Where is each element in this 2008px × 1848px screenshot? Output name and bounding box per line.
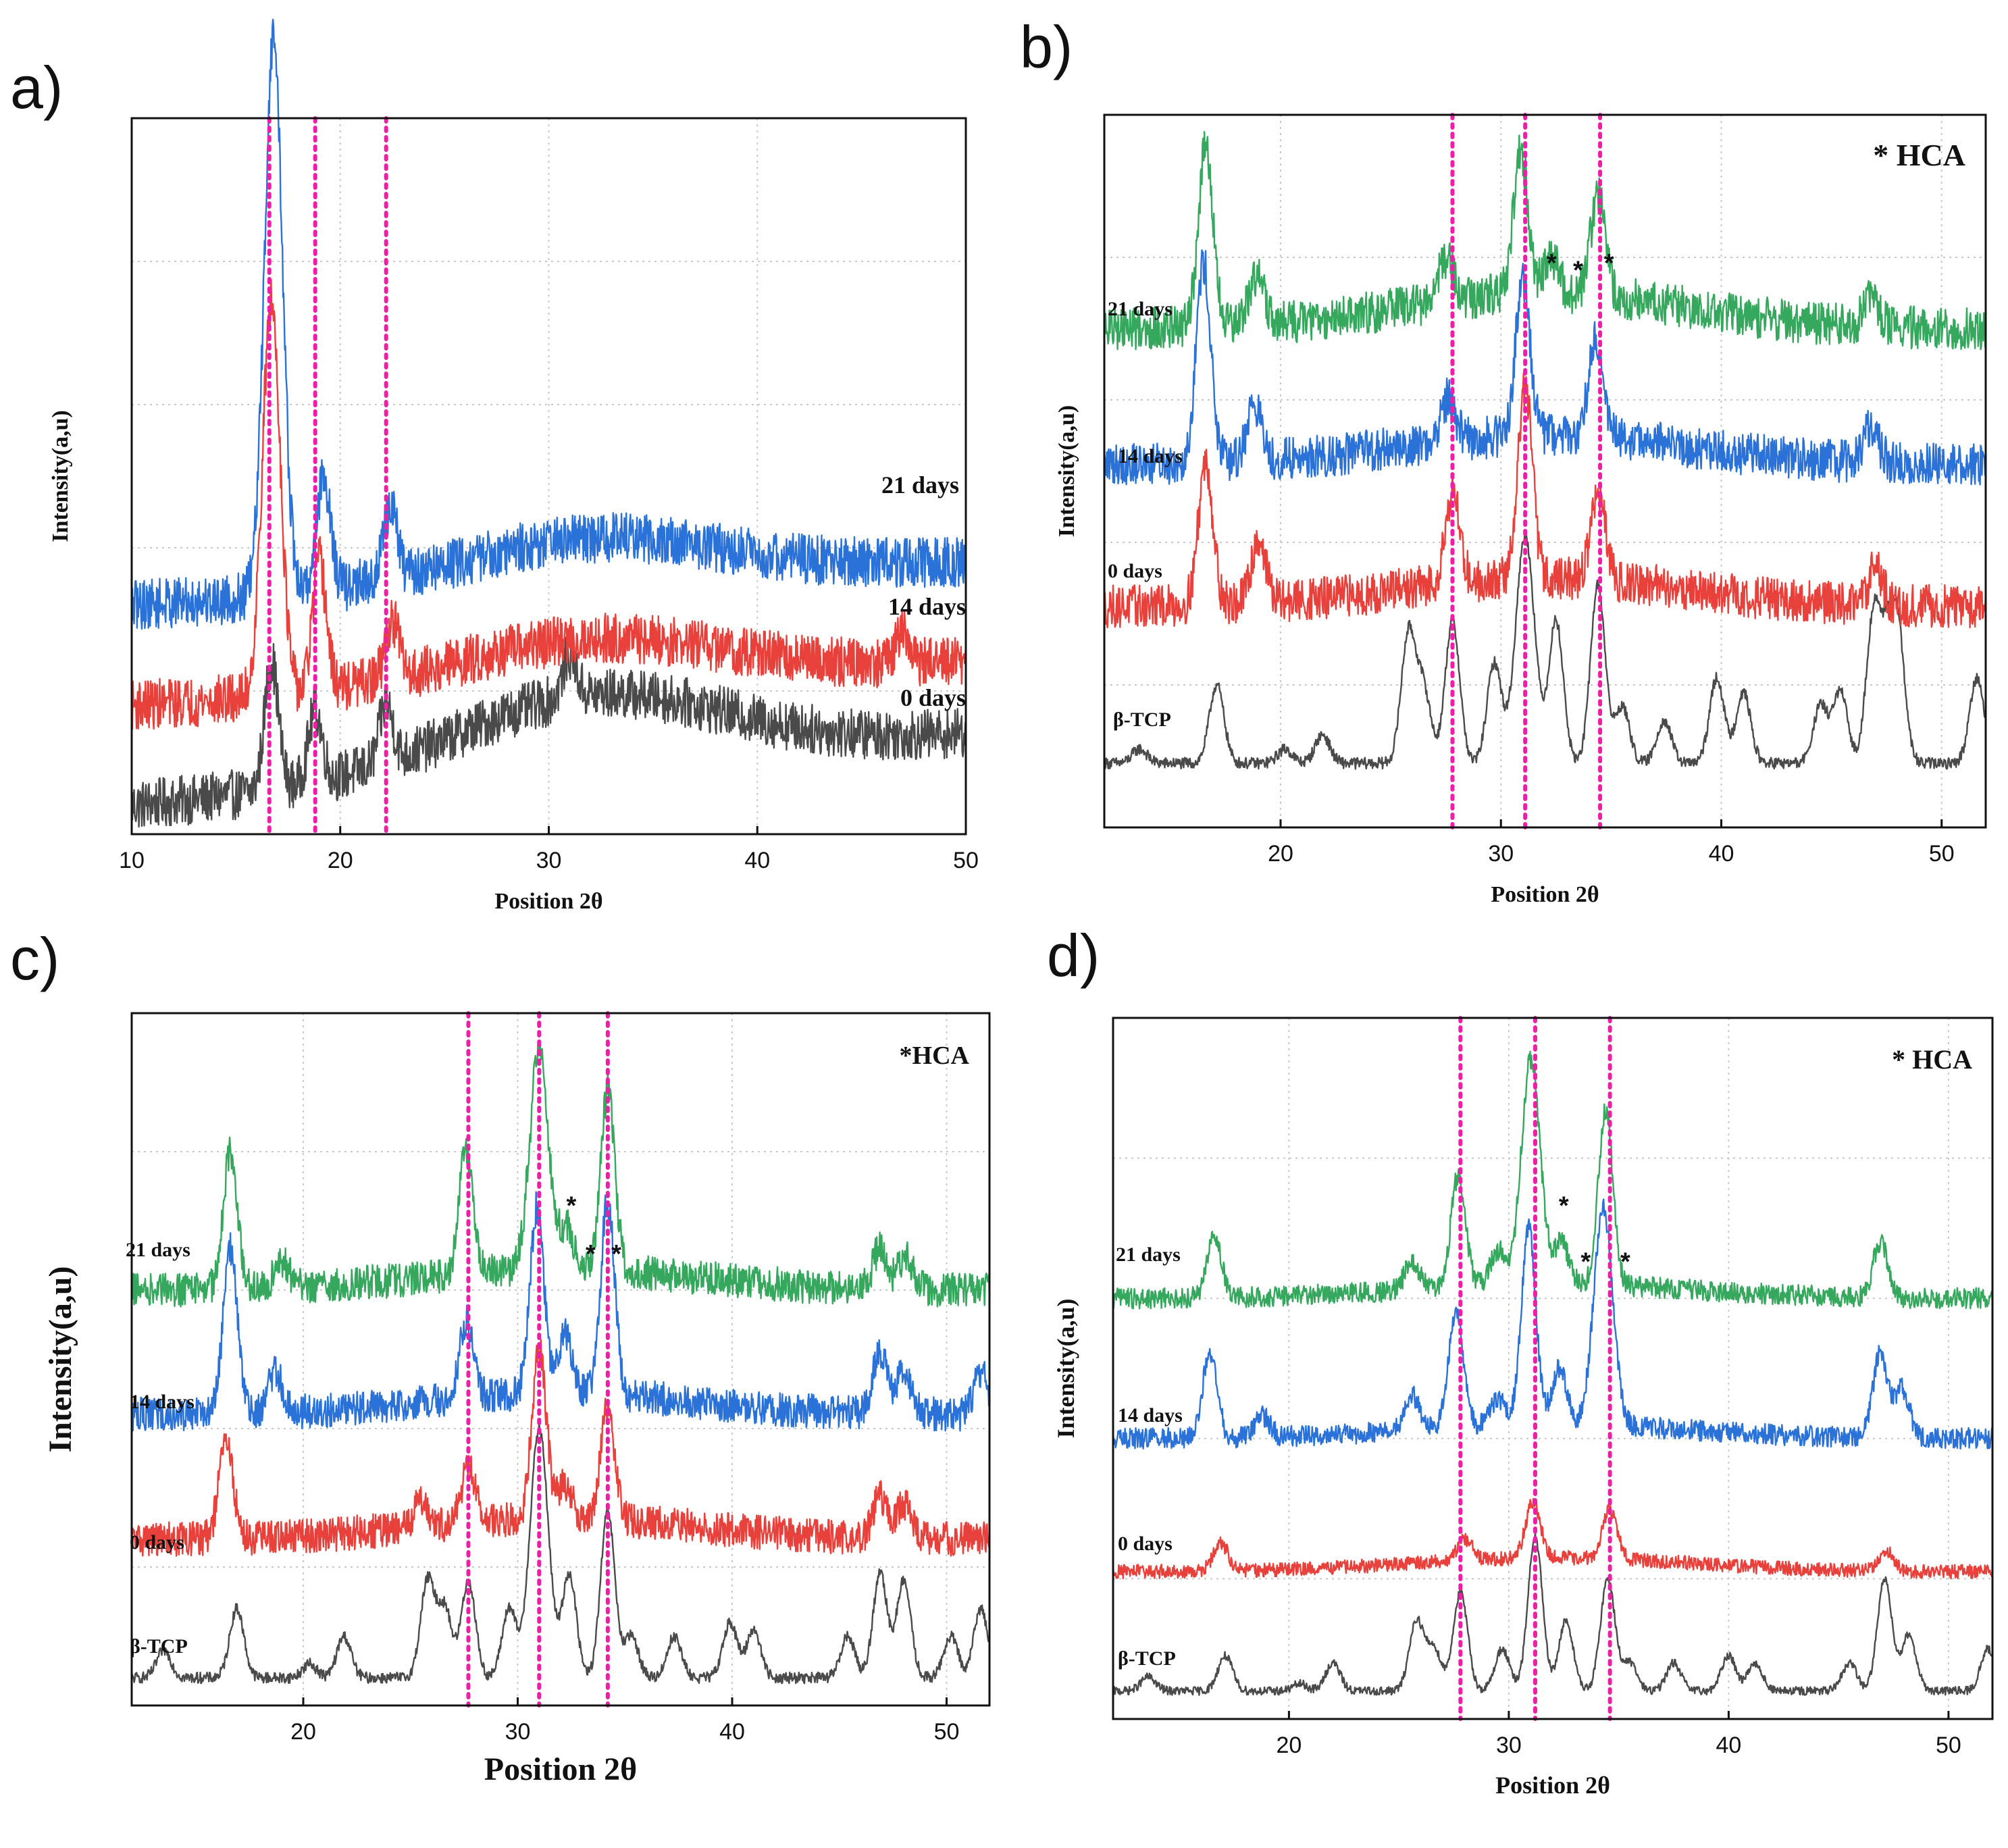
hca-star-marker: * bbox=[1620, 1248, 1630, 1277]
panel-d: d) 20 30 40 50 Position 2θ Intensity(a,u) β-TCP… bbox=[1047, 922, 1994, 1799]
plot-frame bbox=[130, 1012, 991, 1707]
x-tick-label: 50 bbox=[1936, 1732, 1961, 1758]
curve-label: 0 days bbox=[130, 1531, 184, 1554]
series-line-0-days bbox=[1112, 1497, 1994, 1580]
x-tick-label: 30 bbox=[1496, 1732, 1522, 1758]
x-tick-label: 20 bbox=[1268, 841, 1293, 867]
x-tick-label: 30 bbox=[505, 1719, 531, 1745]
panel-c: c) 20 30 40 50 Position 2θ Intensity(a,u) β-TCP… bbox=[10, 925, 991, 1787]
curve-label: 21 days bbox=[881, 471, 959, 498]
series-line-0-days bbox=[130, 1339, 991, 1557]
reference-lines bbox=[1450, 113, 1603, 829]
plot-frame bbox=[1112, 1017, 1994, 1720]
series-line-21-days bbox=[1112, 1050, 1994, 1310]
hca-star-marker: * bbox=[611, 1240, 621, 1268]
series-line-21-days bbox=[130, 18, 967, 630]
curve-label: 0 days bbox=[1118, 1533, 1173, 1555]
panel-b: b) 20 30 40 50 Position 2θ Intensity(a,u) β-TCP… bbox=[1020, 14, 1987, 907]
panel-letter: b) bbox=[1020, 14, 1073, 80]
plot-frame bbox=[1103, 113, 1987, 829]
curve-label: 14 days bbox=[888, 593, 966, 620]
x-tick-label: 40 bbox=[1716, 1732, 1741, 1758]
curve-label: β-TCP bbox=[130, 1635, 188, 1658]
y-axis-label: Intensity(a,u) bbox=[1052, 1298, 1079, 1438]
grid bbox=[132, 1013, 989, 1705]
hca-legend: *HCA bbox=[900, 1042, 970, 1070]
grid bbox=[1113, 1018, 1992, 1719]
hca-star-marker: * bbox=[566, 1191, 576, 1220]
y-axis-label: Intensity(a,u) bbox=[48, 410, 73, 542]
curve-label: 14 days bbox=[1118, 445, 1183, 467]
hca-star-marker: * bbox=[1573, 257, 1583, 285]
reference-lines bbox=[267, 116, 388, 836]
hca-star-marker: * bbox=[1604, 249, 1614, 278]
hca-star-marker: * bbox=[1547, 249, 1557, 278]
panel-a: a) 10 20 30 40 50 Position 2θ Intensity(a,u) 0 d… bbox=[10, 18, 979, 914]
x-tick-label: 20 bbox=[290, 1719, 316, 1745]
x-tick-label: 50 bbox=[953, 848, 979, 873]
x-tick-label: 20 bbox=[1276, 1732, 1302, 1758]
curve-label: 21 days bbox=[1108, 298, 1173, 320]
hca-legend: * HCA bbox=[1892, 1044, 1972, 1075]
series-line-21-days bbox=[1103, 130, 1987, 351]
reference-lines bbox=[466, 1011, 610, 1708]
hca-star-marker: * bbox=[586, 1240, 596, 1268]
x-tick-label: 50 bbox=[1929, 841, 1955, 867]
panel-letter: d) bbox=[1047, 922, 1100, 989]
hca-star-marker: * bbox=[1559, 1192, 1569, 1221]
x-axis-label: Position 2θ bbox=[494, 889, 602, 914]
x-tick-label: 40 bbox=[744, 848, 770, 873]
panel-letter: a) bbox=[10, 54, 63, 121]
x-tick-label: 10 bbox=[119, 848, 145, 873]
curve-label: β-TCP bbox=[1113, 709, 1171, 731]
x-tick-label: 40 bbox=[1709, 841, 1734, 867]
x-tick-label: 40 bbox=[719, 1719, 745, 1745]
x-tick-label: 50 bbox=[934, 1719, 960, 1745]
series-line-14-days bbox=[1103, 249, 1987, 486]
y-axis-label: Intensity(a,u) bbox=[1054, 405, 1079, 538]
curve-label: 0 days bbox=[1108, 560, 1162, 582]
series-group bbox=[1112, 1050, 1994, 1696]
panel-letter: c) bbox=[10, 925, 59, 992]
curve-label: 21 days bbox=[1116, 1243, 1181, 1266]
series-line-14-days bbox=[130, 1191, 991, 1432]
curve-label: β-TCP bbox=[1118, 1647, 1176, 1670]
x-axis-label: Position 2θ bbox=[1495, 1772, 1610, 1799]
series-line-21-days bbox=[130, 1044, 991, 1308]
hca-star-marker: * bbox=[1580, 1248, 1591, 1277]
curve-label: 14 days bbox=[1118, 1404, 1183, 1427]
x-tick-label: 30 bbox=[1488, 841, 1514, 867]
series-line-0-days bbox=[1103, 372, 1987, 629]
series-line-14-days bbox=[1112, 1198, 1993, 1450]
hca-legend: * HCA bbox=[1873, 138, 1965, 172]
series-group bbox=[130, 1044, 991, 1685]
x-tick-label: 30 bbox=[536, 848, 562, 873]
reference-lines bbox=[1458, 1016, 1612, 1721]
curve-label: 0 days bbox=[900, 684, 966, 711]
x-axis-label: Position 2θ bbox=[1491, 882, 1599, 907]
series-line-β-TCP bbox=[131, 1422, 990, 1685]
x-tick-label: 20 bbox=[328, 848, 353, 873]
x-axis-label: Position 2θ bbox=[484, 1751, 637, 1787]
curve-label: 14 days bbox=[130, 1391, 195, 1413]
y-axis-label: Intensity(a,u) bbox=[43, 1266, 78, 1452]
series-group bbox=[1103, 130, 1987, 770]
series-line-β-TCP bbox=[1112, 1533, 1994, 1696]
series-line-β-TCP bbox=[1103, 530, 1987, 770]
curve-label: 21 days bbox=[126, 1239, 190, 1261]
